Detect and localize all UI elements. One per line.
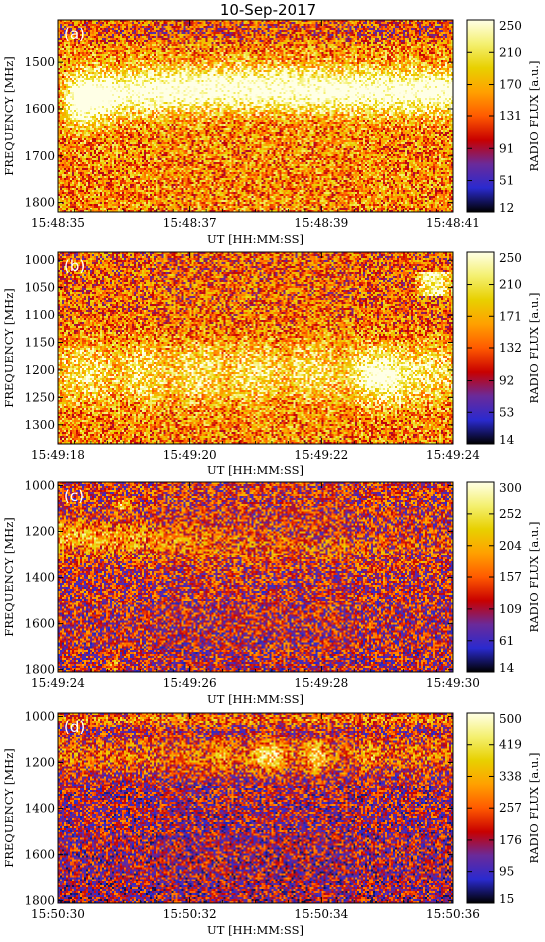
colorbar-tick-label: 338	[499, 769, 522, 783]
panel-a: (a) 1500 1600 1700 1800 15:48:35 15:48:37 15:48…	[2, 19, 541, 246]
colorbar-tick-label: 53	[499, 405, 514, 419]
colorbar-tick-label: 157	[499, 570, 522, 584]
x-tick-label: 15:50:30	[31, 907, 85, 921]
y-tick-label: 1150	[24, 336, 55, 350]
x-axis-label: UT [HH:MM:SS]	[207, 923, 304, 937]
colorbar-tick-label: 210	[499, 278, 522, 292]
x-tick-label: 15:49:24	[31, 676, 85, 690]
x-axis-label: UT [HH:MM:SS]	[207, 232, 304, 246]
colorbar-tick-label: 170	[499, 78, 522, 92]
y-axis-label: FREQUENCY [MHz]	[2, 288, 16, 408]
colorbar-tick-label: 14	[499, 433, 515, 447]
panel-label: (c)	[64, 487, 84, 505]
colorbar-label: RADIO FLUX [a.u.]	[527, 293, 541, 404]
y-tick-label: 1400	[24, 802, 55, 816]
colorbar-tick-label: 131	[499, 109, 522, 123]
y-tick-label: 1500	[24, 55, 55, 69]
spectrogram-heatmap	[58, 20, 453, 212]
x-tick-label: 15:49:24	[426, 448, 480, 462]
colorbar-label: RADIO FLUX [a.u.]	[527, 753, 541, 864]
x-tick-label: 15:49:20	[163, 448, 217, 462]
colorbar-tick-label: 91	[499, 141, 514, 155]
y-tick-label: 1800	[24, 663, 55, 677]
colorbar-tick-label: 15	[499, 892, 514, 906]
colorbar-tick-label: 204	[499, 539, 522, 553]
colorbar-label: RADIO FLUX [a.u.]	[527, 61, 541, 172]
panel-label: (a)	[64, 25, 85, 43]
x-tick-label: 15:48:41	[426, 216, 480, 230]
colorbar-tick-label: 250	[499, 19, 522, 33]
y-tick-label: 1600	[24, 848, 55, 862]
colorbar-tick-label: 257	[499, 801, 522, 815]
spectrogram-heatmap	[58, 482, 453, 672]
x-tick-label: 15:50:36	[426, 907, 480, 921]
y-tick-label: 1800	[24, 894, 55, 908]
x-tick-label: 15:49:30	[426, 676, 480, 690]
x-tick-label: 15:48:35	[31, 216, 85, 230]
spectrogram-heatmap	[58, 713, 453, 903]
y-tick-label: 1700	[24, 149, 55, 163]
colorbar-tick-label: 252	[499, 507, 522, 521]
spectrogram-heatmap	[58, 252, 453, 444]
y-tick-label: 1400	[24, 571, 55, 585]
y-axis-label: FREQUENCY [MHz]	[2, 517, 16, 637]
figure-title: 10-Sep-2017	[220, 1, 316, 19]
colorbar-tick-label: 92	[499, 374, 514, 388]
y-tick-label: 1200	[24, 525, 55, 539]
x-tick-label: 15:50:34	[294, 907, 348, 921]
y-tick-label: 1050	[24, 281, 55, 295]
colorbar-tick-label: 132	[499, 341, 522, 355]
y-tick-label: 1600	[24, 617, 55, 631]
panel-b: (b) 1000 1050 1100 1150 1200 1250 1300 15:49:18 1…	[2, 251, 541, 477]
y-axis-label: FREQUENCY [MHz]	[2, 748, 16, 868]
y-tick-label: 1200	[24, 363, 55, 377]
y-tick-label: 1100	[24, 308, 55, 322]
y-tick-label: 1000	[24, 478, 55, 492]
x-tick-label: 15:50:32	[163, 907, 217, 921]
colorbar-tick-label: 95	[499, 865, 514, 879]
y-tick-label: 1200	[24, 756, 55, 770]
x-tick-label: 15:49:26	[163, 676, 217, 690]
y-axis-label: FREQUENCY [MHz]	[2, 56, 16, 176]
colorbar-tick-label: 14	[499, 661, 515, 675]
y-tick-label: 1000	[24, 709, 55, 723]
x-axis-label: UT [HH:MM:SS]	[207, 463, 304, 477]
colorbar-tick-label: 12	[499, 201, 514, 215]
y-tick-label: 1250	[24, 390, 55, 404]
colorbar-tick-label: 210	[499, 45, 522, 59]
colorbar-tick-label: 500	[499, 712, 522, 726]
y-tick-label: 1600	[24, 102, 55, 116]
x-axis-label: UT [HH:MM:SS]	[207, 692, 304, 706]
panel-label: (b)	[64, 257, 85, 275]
colorbar-tick-label: 176	[499, 833, 522, 847]
colorbar-label: RADIO FLUX [a.u.]	[527, 522, 541, 633]
y-tick-label: 1300	[24, 418, 55, 432]
x-tick-label: 15:49:18	[31, 448, 85, 462]
colorbar-tick-label: 300	[499, 481, 522, 495]
colorbar-tick-label: 419	[499, 738, 522, 752]
colorbar-tick-label: 61	[499, 634, 514, 648]
y-tick-label: 1800	[24, 196, 55, 210]
x-tick-label: 15:49:28	[294, 676, 348, 690]
colorbar-tick-label: 171	[499, 309, 522, 323]
x-tick-label: 15:48:37	[163, 216, 217, 230]
colorbar-tick-label: 51	[499, 174, 514, 188]
colorbar-tick-label: 250	[499, 251, 522, 265]
y-tick-label: 1000	[24, 253, 55, 267]
x-tick-label: 15:49:22	[294, 448, 348, 462]
x-tick-label: 15:48:39	[294, 216, 348, 230]
panel-label: (d)	[64, 718, 85, 736]
colorbar-tick-label: 109	[499, 602, 522, 616]
